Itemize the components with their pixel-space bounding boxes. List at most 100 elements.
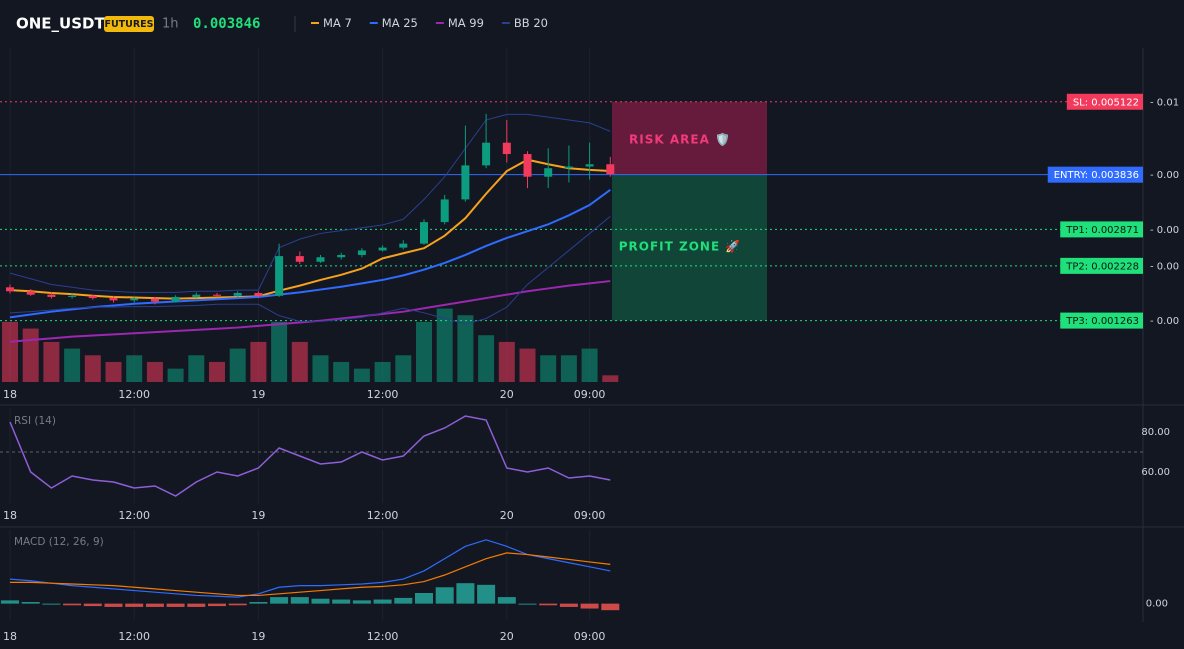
symbol: ONE_USDT xyxy=(16,15,105,33)
overlay-line xyxy=(9,158,611,300)
candle-body xyxy=(109,298,118,301)
volume-bar xyxy=(374,361,391,382)
volume-bar xyxy=(395,355,412,382)
x-tick-label: 20 xyxy=(500,388,514,401)
candle-body xyxy=(68,295,77,297)
volume-bar xyxy=(64,348,81,382)
histogram-bar xyxy=(601,603,620,611)
level-change: - 0.00 xyxy=(1150,316,1179,327)
volume-bar xyxy=(271,321,288,382)
histogram-bar xyxy=(394,597,413,604)
candle-body xyxy=(275,256,284,296)
volume-bar xyxy=(291,341,308,382)
level-tag: TP1: 0.002871 xyxy=(1065,225,1139,236)
histogram-bar xyxy=(208,603,226,607)
x-tick-label: 20 xyxy=(500,509,514,522)
volume-bar xyxy=(602,375,619,382)
plot: 18 12:00 19 12:00 20 09:00 RISK AREA 🛡️ PROFIT … xyxy=(0,16,1179,643)
rsi-line xyxy=(9,415,611,497)
x-tick-label: 20 xyxy=(500,630,514,643)
histogram-bar xyxy=(21,602,40,604)
volume-bar xyxy=(105,361,122,382)
histogram-bar xyxy=(497,597,516,604)
zone xyxy=(612,174,767,321)
candle-body xyxy=(420,222,428,244)
x-tick-label: 18 xyxy=(3,509,17,522)
volume-bar xyxy=(333,361,350,382)
zone-label: PROFIT ZONE 🚀 xyxy=(619,240,742,254)
level-tag-bg xyxy=(1060,221,1143,238)
x-tick-label: 12:00 xyxy=(118,630,150,643)
histogram-bar xyxy=(83,603,102,607)
badge-bg xyxy=(104,16,154,32)
histogram-bar xyxy=(477,584,496,604)
x-tick-label: 09:00 xyxy=(574,509,606,522)
volume-bar xyxy=(581,348,598,382)
x-tick-label: 12:00 xyxy=(367,630,399,643)
volume-bar xyxy=(229,348,246,382)
x-tick-label: 12:00 xyxy=(367,509,399,522)
volume-bar xyxy=(540,355,557,382)
histogram-bar xyxy=(104,603,123,607)
candle-body xyxy=(544,168,553,177)
x-tick-label: 19 xyxy=(251,509,265,522)
legend-label: MA 25 xyxy=(382,16,418,30)
volume-bar xyxy=(209,361,225,382)
overlay-line xyxy=(9,113,611,293)
histogram-bar xyxy=(332,599,351,604)
level-tag-bg xyxy=(1066,93,1143,110)
volume-bar xyxy=(146,361,163,382)
candle-body xyxy=(337,254,346,258)
macd-line xyxy=(9,539,611,598)
candle-body xyxy=(461,165,470,200)
volume-bar xyxy=(2,321,18,382)
level-change: - 0.00 xyxy=(1150,261,1179,272)
interval: 1h xyxy=(162,17,179,32)
overlay-line xyxy=(9,216,611,325)
legend-label: MA 99 xyxy=(448,16,484,30)
candle-body xyxy=(254,292,263,296)
volume-bar xyxy=(43,341,60,382)
candle-body xyxy=(88,295,97,299)
overlay-line xyxy=(9,188,611,319)
histogram-bar xyxy=(539,603,558,606)
volume-bar xyxy=(498,341,515,382)
histogram-bar xyxy=(352,600,371,604)
x-tick-label: 09:00 xyxy=(574,388,606,401)
legend-label: MA 7 xyxy=(323,16,352,30)
panel-title: RSI (14) xyxy=(14,415,56,427)
candle-body xyxy=(213,294,221,296)
y-tick-label: 60.00 xyxy=(1141,467,1170,478)
volume-bar xyxy=(519,348,536,382)
candle-body xyxy=(523,154,532,177)
volume-bar xyxy=(84,355,101,382)
candle-body xyxy=(357,250,366,255)
histogram-bar xyxy=(125,603,144,607)
level-tag: TP2: 0.002228 xyxy=(1065,261,1139,272)
histogram-bar xyxy=(63,603,82,606)
last-price: 0.003846 xyxy=(193,16,260,32)
histogram-bar xyxy=(249,602,268,604)
volume-bar xyxy=(22,328,39,382)
volume-bar xyxy=(188,355,205,382)
legend-label: BB 20 xyxy=(514,16,548,30)
volume-bar xyxy=(560,355,577,382)
histogram-bar xyxy=(42,603,61,605)
candle-body xyxy=(482,142,491,166)
candle-body xyxy=(378,247,387,251)
volume-bar xyxy=(353,368,370,382)
candle-body xyxy=(130,298,139,301)
level-tag-bg xyxy=(1047,166,1143,183)
x-tick-label: 19 xyxy=(251,630,265,643)
level-tag: SL: 0.005122 xyxy=(1073,97,1139,108)
histogram-bar xyxy=(559,603,578,607)
histogram-bar xyxy=(145,603,164,607)
histogram-bar xyxy=(187,603,206,607)
level-tag-bg xyxy=(1060,312,1143,329)
candle-body xyxy=(26,291,35,295)
histogram-bar xyxy=(1,600,19,604)
x-tick-label: 18 xyxy=(3,388,17,401)
level-change: - 0.01 xyxy=(1150,97,1179,108)
